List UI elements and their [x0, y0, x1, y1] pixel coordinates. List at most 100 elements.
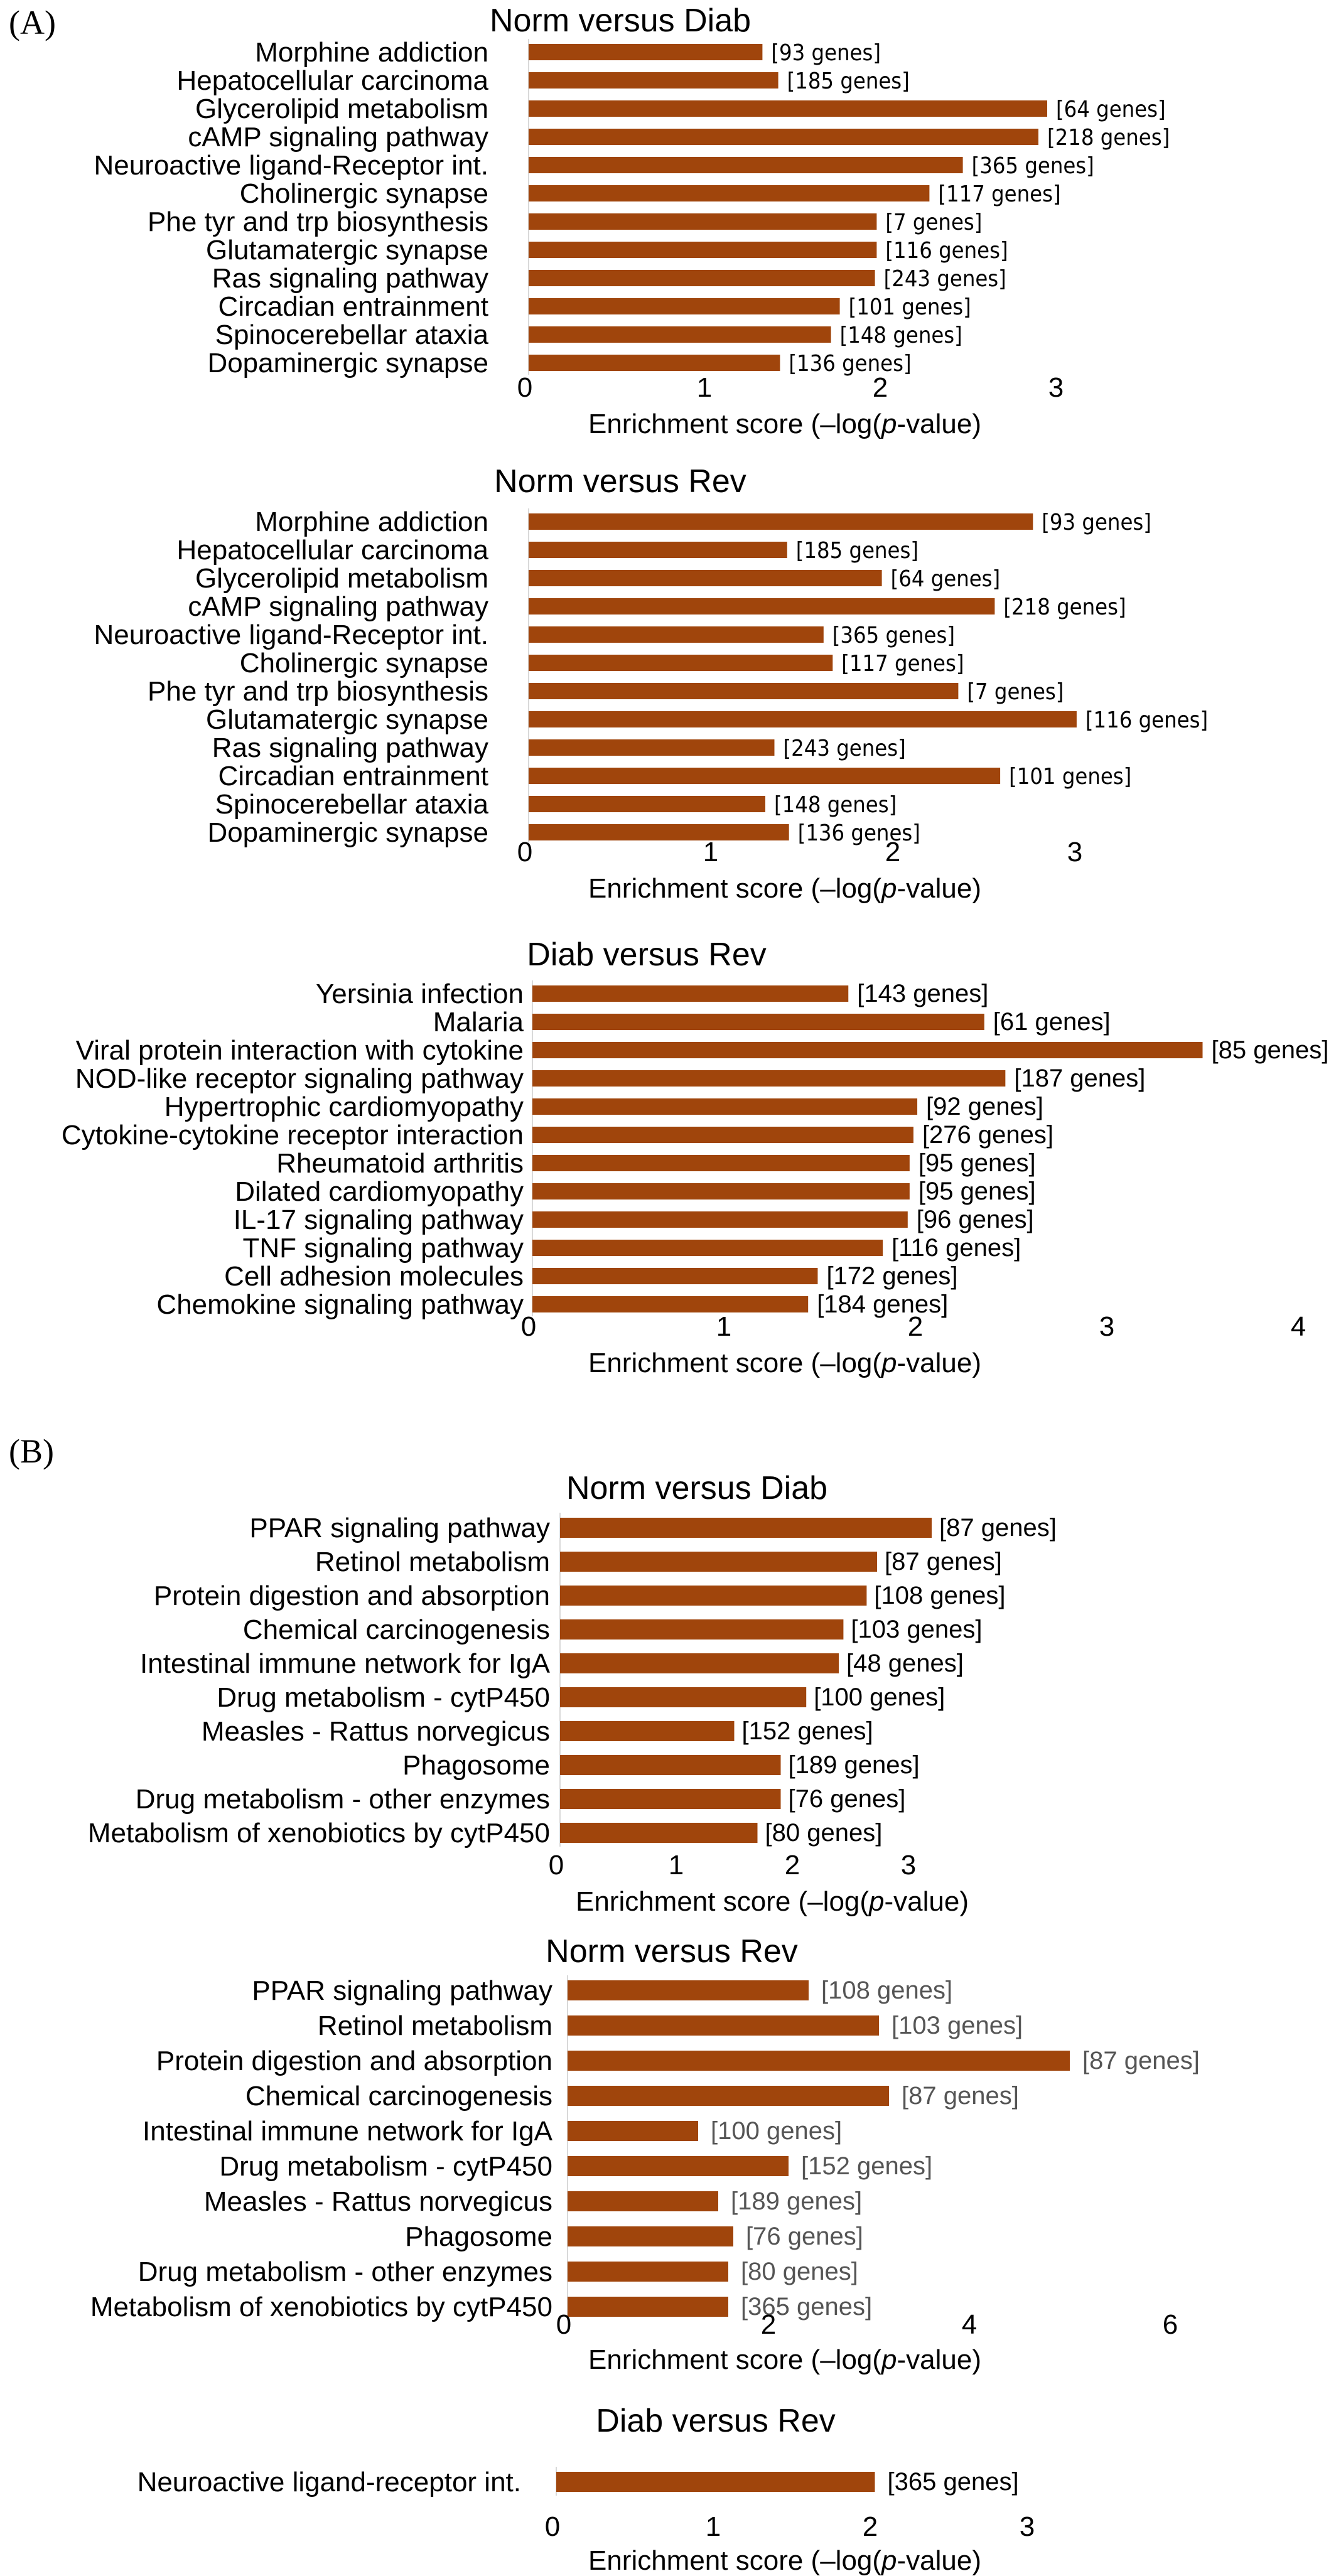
- category-label: Glycerolipid metabolism: [195, 94, 488, 124]
- panel-letter-a: (A): [9, 4, 56, 41]
- category-label: Hepatocellular carcinoma: [177, 535, 489, 566]
- bar-data-label: [116 genes]: [892, 1234, 1021, 1262]
- bar-data-label: [365 genes]: [972, 153, 1094, 179]
- bar: [529, 100, 1047, 117]
- bar-data-label: [172 genes]: [826, 1262, 957, 1290]
- x-axis-label: Enrichment score (–log(p-value): [576, 1886, 969, 1917]
- bar-data-label: [365 genes]: [888, 2468, 1019, 2496]
- panel-letter-b: (B): [9, 1432, 54, 1470]
- bar-data-label: [218 genes]: [1003, 594, 1126, 620]
- category-label: Metabolism of xenobiotics by cytP450: [88, 1818, 550, 1849]
- x-tick-label: 3: [1067, 837, 1082, 867]
- bar-data-label: [100 genes]: [814, 1683, 945, 1711]
- category-label: Chemical carcinogenesis: [245, 2081, 552, 2112]
- bar-data-label: [152 genes]: [742, 1717, 873, 1745]
- category-label: Drug metabolism - cytP450: [217, 1682, 550, 1713]
- x-axis-label: Enrichment score (–log(p-value): [588, 409, 981, 439]
- category-label: Cell adhesion molecules: [224, 1261, 524, 1292]
- bar-data-label: [100 genes]: [711, 2117, 842, 2145]
- category-label: Dopaminergic synapse: [207, 817, 488, 848]
- category-label: Cytokine-cytokine receptor interaction: [62, 1120, 524, 1151]
- bar-data-label: [148 genes]: [840, 323, 962, 348]
- bar-data-label: [80 genes]: [741, 2258, 858, 2285]
- category-label: Chemokine signaling pathway: [156, 1289, 524, 1320]
- category-label: Drug metabolism - other enzymes: [138, 2257, 552, 2287]
- bar: [532, 1098, 918, 1115]
- bar: [529, 768, 1001, 784]
- category-label: Spinocerebellar ataxia: [215, 789, 489, 820]
- bar: [529, 739, 775, 756]
- bar-data-label: [87 genes]: [902, 2082, 1019, 2110]
- chart-title: Diab versus Rev: [596, 2403, 835, 2439]
- bar: [529, 72, 778, 89]
- category-label: Protein digestion and absorption: [154, 1580, 550, 1611]
- bar-data-label: [87 genes]: [939, 1514, 1057, 1542]
- category-label: IL-17 signaling pathway: [234, 1205, 524, 1235]
- bar: [568, 2262, 728, 2282]
- bar: [568, 2191, 718, 2211]
- bar: [529, 326, 831, 343]
- bar: [529, 655, 833, 671]
- bar: [560, 1789, 781, 1809]
- bar-data-label: [152 genes]: [801, 2152, 932, 2180]
- bar: [529, 711, 1077, 727]
- category-label: Glutamatergic synapse: [206, 704, 488, 735]
- bar: [529, 683, 959, 699]
- bar-data-label: [7 genes]: [885, 210, 982, 235]
- bar-data-label: [218 genes]: [1047, 125, 1170, 151]
- bar-data-label: [116 genes]: [1086, 707, 1208, 733]
- x-tick-label: 0: [556, 2309, 571, 2340]
- category-label: Hypertrophic cardiomyopathy: [164, 1092, 524, 1122]
- bar-data-label: [64 genes]: [1056, 97, 1166, 122]
- x-tick-label: 3: [901, 1850, 916, 1881]
- bar-data-label: [64 genes]: [891, 566, 1001, 592]
- bar-data-label: [96 genes]: [917, 1206, 1034, 1233]
- bar: [529, 598, 995, 614]
- bar-data-label: [148 genes]: [774, 792, 897, 818]
- bar: [532, 1155, 910, 1171]
- bar-data-label: [243 genes]: [784, 736, 906, 761]
- x-axis-label: Enrichment score (–log(p-value): [588, 2344, 981, 2375]
- category-label: Measles - Rattus norvegicus: [204, 2186, 552, 2217]
- bar-data-label: [85 genes]: [1212, 1036, 1329, 1064]
- bar-data-label: [365 genes]: [741, 2293, 872, 2321]
- x-tick-label: 2: [908, 1311, 923, 1342]
- bar: [529, 185, 930, 201]
- chart-title: Diab versus Rev: [527, 936, 766, 973]
- bar-data-label: [136 genes]: [798, 820, 920, 846]
- x-tick-label: 1: [669, 1850, 684, 1881]
- bar-data-label: [185 genes]: [796, 538, 919, 564]
- x-tick-label: 0: [549, 1850, 564, 1881]
- category-label: Phagosome: [402, 1750, 550, 1781]
- x-tick-label: 2: [873, 372, 888, 403]
- bar-data-label: [95 genes]: [919, 1178, 1036, 1205]
- bar-data-label: [365 genes]: [832, 623, 955, 648]
- category-label: Cholinergic synapse: [240, 648, 488, 679]
- bar: [529, 796, 765, 812]
- bar: [560, 1687, 807, 1707]
- x-axis-label: Enrichment score (–log(p-value): [588, 1348, 981, 1378]
- category-label: Retinol metabolism: [315, 1547, 550, 1577]
- bar: [529, 242, 877, 258]
- bar: [529, 626, 824, 643]
- bar: [532, 1211, 908, 1228]
- bar-data-label: [101 genes]: [849, 294, 971, 320]
- category-label: Circadian entrainment: [218, 761, 488, 792]
- chart-title: Norm versus Rev: [546, 1933, 798, 1970]
- bar-data-label: [48 genes]: [846, 1650, 964, 1677]
- x-tick-label: 0: [521, 1311, 536, 1342]
- bar: [529, 570, 882, 586]
- bar-data-label: [117 genes]: [938, 181, 1060, 207]
- chart-4: Norm versus Diab PPAR signaling pathway [8…: [88, 1470, 1057, 1917]
- category-label: Protein digestion and absorption: [156, 2046, 552, 2076]
- x-tick-label: 3: [1020, 2511, 1035, 2542]
- bar: [529, 355, 780, 371]
- category-label: cAMP signaling pathway: [188, 591, 488, 622]
- bar: [529, 157, 963, 173]
- x-axis-label: Enrichment score (–log(p-value): [588, 873, 981, 904]
- category-label: Dilated cardiomyopathy: [235, 1176, 524, 1207]
- bar: [532, 1070, 1006, 1087]
